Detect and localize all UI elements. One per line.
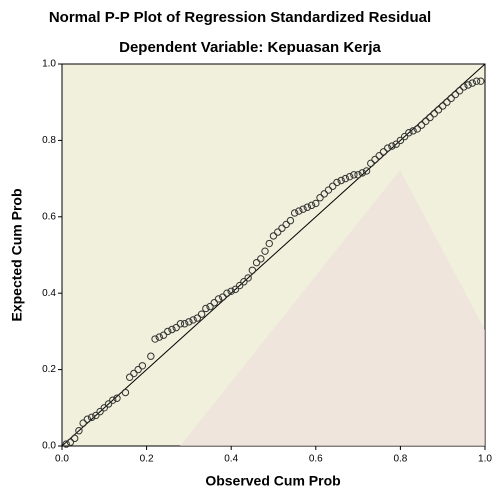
x-tick-label: 1.0 [478, 454, 492, 465]
x-tick-label: 0.2 [140, 454, 154, 465]
y-tick-label: 0.8 [42, 135, 56, 146]
y-axis-label: Expected Cum Prob [9, 188, 25, 321]
y-tick-label: 0.0 [42, 441, 56, 452]
y-tick-label: 1.0 [42, 59, 56, 70]
chart-title: Normal P-P Plot of Regression Standardiz… [49, 9, 431, 26]
page: Normal P-P Plot of Regression Standardiz… [0, 0, 493, 493]
x-tick-label: 0.4 [224, 454, 238, 465]
chart: Normal P-P Plot of Regression Standardiz… [0, 0, 493, 493]
y-tick-label: 0.4 [42, 288, 56, 299]
y-tick-label: 0.2 [42, 364, 56, 375]
x-tick-label: 0.6 [309, 454, 323, 465]
x-tick-label: 0.8 [393, 454, 407, 465]
chart-subtitle: Dependent Variable: Kepuasan Kerja [119, 39, 381, 56]
x-axis-label: Observed Cum Prob [205, 473, 340, 489]
x-tick-label: 0.0 [55, 454, 69, 465]
y-tick-label: 0.6 [42, 211, 56, 222]
